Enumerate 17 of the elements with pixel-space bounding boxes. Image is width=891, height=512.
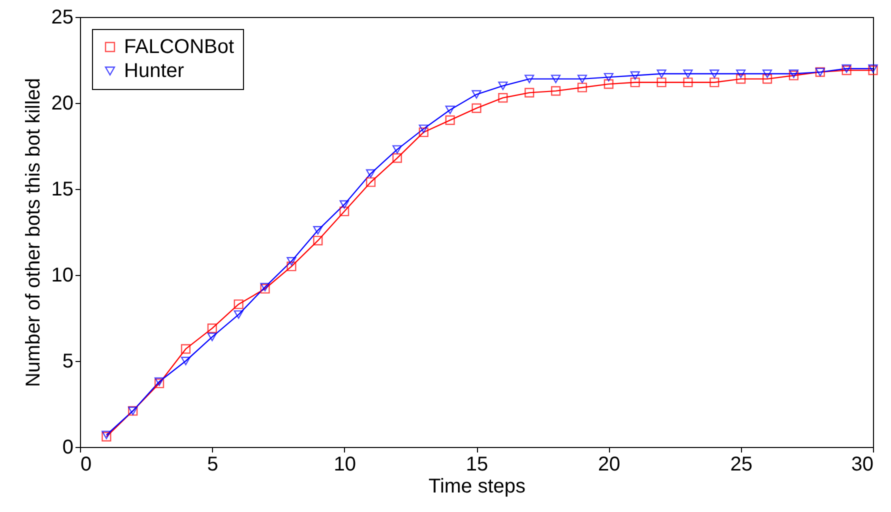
x-axis-title: Time steps (428, 476, 526, 498)
x-tick-label: 0 (80, 454, 92, 476)
y-axis-title: Number of other bots this bot killed (22, 78, 44, 388)
y-tick-label: 0 (62, 436, 74, 458)
legend-label: FALCONBot (124, 36, 234, 58)
x-tick-label: 15 (466, 454, 488, 476)
x-tick-label: 5 (207, 454, 218, 476)
y-tick-label: 15 (51, 178, 74, 200)
y-tick-label: 25 (51, 6, 74, 28)
legend-label: Hunter (124, 60, 184, 82)
x-tick-label: 20 (598, 454, 620, 476)
y-tick-label: 10 (51, 264, 74, 286)
y-tick-label: 5 (62, 350, 74, 372)
y-tick-label: 20 (51, 92, 74, 114)
x-tick-label: 25 (730, 454, 752, 476)
x-tick-label: 30 (851, 454, 874, 476)
x-tick-label: 10 (334, 454, 356, 476)
